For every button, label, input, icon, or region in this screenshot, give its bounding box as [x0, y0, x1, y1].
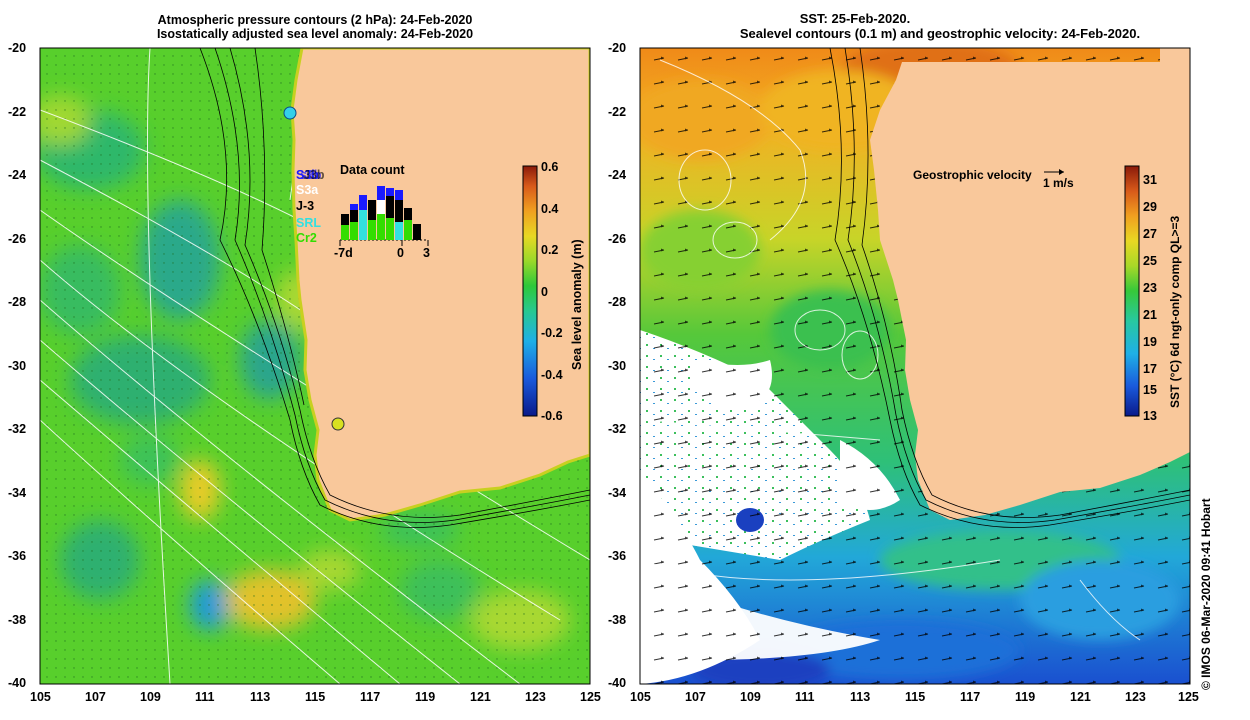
right-lat-tick: -30 [608, 359, 627, 373]
sst-colorbar-tick: 19 [1143, 335, 1157, 349]
sla-colorbar-tick: -0.2 [541, 326, 563, 340]
data-count-axis-label: 0 [397, 246, 404, 260]
left-lon-tick: 123 [525, 690, 546, 704]
right-lon-tick: 107 [685, 690, 706, 704]
data-count-chart [339, 186, 429, 246]
sst-map [640, 48, 1190, 684]
mission-label-s3b: S3b [296, 168, 319, 182]
mission-label-s3b-alt: s3b [300, 168, 322, 182]
sst-colorbar-tick: 29 [1143, 200, 1157, 214]
australia-landmass [870, 48, 1190, 520]
sst-colorbar-tick: 27 [1143, 227, 1157, 241]
right-lat-tick: -26 [608, 232, 627, 246]
mission-label-j3b: J3b [303, 168, 325, 182]
velocity-legend-label: Geostrophic velocity [913, 168, 1032, 182]
mission-label-j3: J-3 [296, 199, 315, 213]
right-lon-tick: 119 [1015, 690, 1036, 704]
right-lat-tick: -34 [608, 486, 627, 500]
right-lon-tick: 125 [1178, 690, 1199, 704]
mission-label-s3a: S3a [296, 183, 319, 197]
left-lat-tick: -40 [8, 676, 27, 690]
sla-map [40, 48, 590, 684]
left-lat-tick: -20 [8, 41, 27, 55]
mission-label-cr2: Cr2 [296, 231, 317, 245]
right-lon-tick: 117 [960, 690, 981, 704]
left-lon-tick: 117 [360, 690, 381, 704]
sst-colorbar-label: SST (°C) 6d ngt-only comp QL>=3 [1168, 215, 1182, 408]
sla-colorbar-tick: 0 [541, 285, 548, 299]
sst-colorbar-tick: 23 [1143, 281, 1157, 295]
australia-landmass [290, 48, 590, 522]
data-count-title: Data count [340, 163, 405, 177]
right-lon-tick: 123 [1125, 690, 1146, 704]
right-lon-tick: 115 [905, 690, 926, 704]
sst-colorbar-tick: 21 [1143, 308, 1157, 322]
right-lon-tick: 121 [1070, 690, 1091, 704]
left-lon-tick: 111 [195, 690, 215, 704]
imos-credit: © IMOS 06-Mar-2020 09:41 Hobart [1199, 498, 1213, 690]
left-lon-tick: 121 [470, 690, 491, 704]
sst-colorbar-tick: 13 [1143, 409, 1157, 423]
left-lon-tick: 107 [85, 690, 106, 704]
left-lat-tick: -22 [8, 105, 27, 119]
sst-colorbar-tick: 25 [1143, 254, 1157, 268]
right-lon-tick: 105 [630, 690, 651, 704]
sla-colorbar-label: Sea level anomaly (m) [570, 239, 584, 370]
left-lat-tick: -30 [8, 359, 27, 373]
right-lat-tick: -32 [608, 422, 627, 436]
right-lat-tick: -38 [608, 613, 627, 627]
right-lat-tick: -24 [608, 168, 627, 182]
left-lon-tick: 125 [580, 690, 601, 704]
right-lon-tick: 109 [740, 690, 761, 704]
right-lat-tick: -22 [608, 105, 627, 119]
left-lon-tick: 109 [140, 690, 161, 704]
sst-colorbar-tick: 17 [1143, 362, 1157, 376]
right-lat-tick: -20 [608, 41, 627, 55]
left-title-line2: Isostatically adjusted sea level anomaly… [156, 27, 474, 41]
right-lon-tick: 113 [850, 690, 871, 704]
mission-label-srl: SRL [296, 216, 321, 230]
left-lat-tick: -32 [8, 422, 27, 436]
right-lat-tick: -40 [608, 676, 627, 690]
sla-colorbar-tick: -0.4 [541, 368, 563, 382]
left-lon-tick: 119 [415, 690, 436, 704]
right-lat-tick: -36 [608, 549, 627, 563]
sla-colorbar-tick: -0.6 [541, 409, 563, 423]
sst-colorbar [1124, 165, 1140, 417]
velocity-scale-label: 1 m/s [1043, 176, 1074, 190]
left-lon-tick: 105 [30, 690, 51, 704]
left-lat-tick: -26 [8, 232, 27, 246]
sla-colorbar [522, 165, 538, 417]
sla-colorbar-tick: 0.2 [541, 243, 559, 257]
sla-colorbar-tick: 0.4 [541, 202, 559, 216]
left-lat-tick: -36 [8, 549, 27, 563]
sst-colorbar-tick: 15 [1143, 383, 1157, 397]
data-count-axis-label: -7d [334, 246, 353, 260]
left-lat-tick: -34 [8, 486, 27, 500]
left-lat-tick: -38 [8, 613, 27, 627]
left-lat-tick: -28 [8, 295, 27, 309]
sla-colorbar-tick: 0.6 [541, 160, 559, 174]
right-title-line1: SST: 25-Feb-2020. [799, 11, 911, 26]
right-lat-tick: -28 [608, 295, 627, 309]
velocity-scale-arrow [1044, 169, 1064, 175]
left-lon-tick: 113 [250, 690, 271, 704]
left-lon-tick: 115 [305, 690, 326, 704]
sst-colorbar-tick: 31 [1143, 173, 1157, 187]
right-title-line2: Sealevel contours (0.1 m) and geostrophi… [739, 26, 1141, 41]
right-lon-tick: 111 [795, 690, 815, 704]
left-title-line1: Atmospheric pressure contours (2 hPa): 2… [157, 13, 473, 27]
left-lat-tick: -24 [8, 168, 27, 182]
data-count-axis-label: 3 [423, 246, 430, 260]
